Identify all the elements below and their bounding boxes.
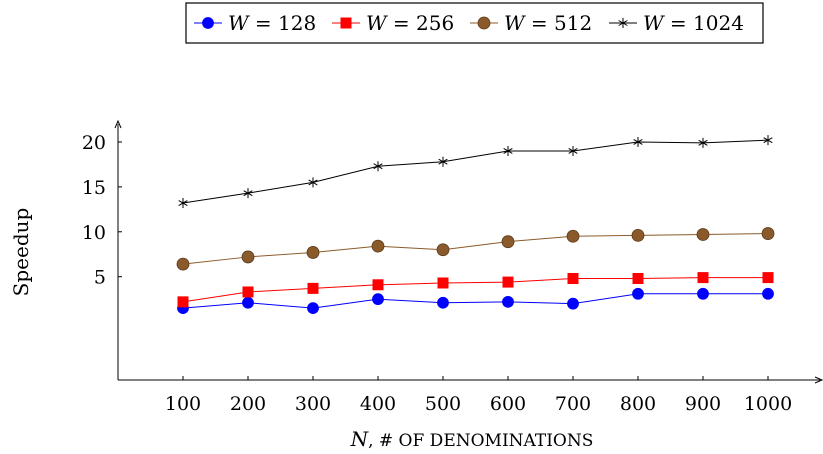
- legend-label-var: W: [643, 11, 665, 35]
- data-point: [501, 235, 515, 249]
- y-tick-label: 15: [82, 177, 106, 199]
- data-point: [437, 277, 449, 289]
- y-tick-label: 10: [82, 222, 106, 244]
- x-tick-label: 700: [555, 393, 591, 415]
- legend-label-value: = 512: [525, 11, 593, 35]
- data-point: [176, 257, 190, 271]
- x-axis-label-rest: , # OF DENOMINATIONS: [368, 431, 593, 451]
- data-point: [437, 296, 449, 309]
- series-line: [182, 277, 768, 303]
- legend-label-var: W: [366, 11, 388, 35]
- data-point: [241, 250, 255, 264]
- data-point: [373, 161, 383, 172]
- y-tick-label: 5: [94, 267, 106, 289]
- data-point: [438, 156, 448, 167]
- legend-entry: W = 128: [194, 11, 316, 35]
- ticks: 5 10 15 20 100 200 300 400 500 600 700 800 900 1000: [82, 132, 792, 415]
- legend-label-value: = 1024: [664, 11, 744, 35]
- series-3: [178, 135, 773, 209]
- data-point: [568, 145, 578, 156]
- x-axis-arrow: [814, 376, 823, 384]
- x-tick-label: 1000: [744, 393, 792, 415]
- data-point: [762, 287, 774, 300]
- data-point: [763, 135, 773, 146]
- y-axis-arrow: [114, 119, 122, 129]
- data-point: [307, 282, 319, 294]
- data-point: [696, 228, 710, 241]
- data-point: [243, 188, 253, 199]
- data-point: [436, 243, 450, 257]
- data-point: [697, 287, 709, 300]
- data-point: [307, 302, 319, 315]
- legend-label: W = 1024: [643, 11, 744, 35]
- y-axis-label: Speedup: [9, 208, 33, 297]
- legend-entry: W = 256: [332, 11, 454, 35]
- data-point: [242, 296, 254, 309]
- data-point: [633, 136, 643, 147]
- data-point: [762, 272, 774, 284]
- legend-label-value: = 128: [249, 11, 317, 35]
- data-point: [567, 272, 579, 284]
- series-layer: [176, 135, 775, 315]
- series-line: [182, 139, 769, 204]
- legend-marker: [340, 17, 352, 29]
- data-point: [178, 198, 188, 209]
- data-point: [308, 177, 318, 188]
- data-point: [371, 239, 385, 253]
- y-tick-label: 20: [82, 132, 106, 154]
- data-point: [242, 286, 254, 298]
- x-tick-label: 300: [295, 393, 331, 415]
- data-point: [761, 227, 775, 240]
- data-point: [567, 297, 579, 310]
- legend-marker: [618, 18, 628, 28]
- data-point: [502, 276, 514, 288]
- data-point: [502, 295, 514, 308]
- x-tick-label: 100: [165, 393, 201, 415]
- legend: W = 128 W = 256 W = 512 W = 1024: [185, 2, 764, 44]
- legend-label-value: = 256: [387, 11, 455, 35]
- data-point: [372, 279, 384, 291]
- data-point: [177, 296, 189, 308]
- x-tick-label: 900: [685, 393, 721, 415]
- x-axis-label-var: N: [350, 427, 370, 451]
- x-tick-label: 500: [425, 393, 461, 415]
- data-point: [306, 246, 320, 259]
- legend-label: W = 512: [504, 11, 592, 35]
- x-tick-label: 600: [490, 393, 526, 415]
- x-tick-label: 800: [620, 393, 656, 415]
- legend-label-var: W: [504, 11, 526, 35]
- legend-marker: [477, 16, 491, 30]
- data-point: [631, 228, 645, 242]
- series-2: [176, 227, 775, 271]
- data-point: [372, 293, 384, 306]
- data-point: [632, 272, 644, 284]
- data-point: [698, 137, 708, 148]
- x-tick-label: 400: [360, 393, 396, 415]
- legend-label: W = 256: [366, 11, 454, 35]
- legend-entry: W = 512: [470, 11, 592, 35]
- data-point: [697, 272, 709, 284]
- axes: [114, 119, 823, 384]
- legend-label-var: W: [228, 11, 250, 35]
- series-line: [182, 233, 769, 265]
- data-point: [632, 287, 644, 300]
- series-0: [177, 287, 774, 315]
- series-line: [182, 293, 768, 309]
- series-1: [177, 272, 774, 308]
- x-axis-label: N, # OF DENOMINATIONS: [350, 427, 594, 451]
- legend-label: W = 128: [228, 11, 316, 35]
- x-tick-label: 200: [230, 393, 266, 415]
- legend-entry: W = 1024: [609, 11, 744, 35]
- data-point: [566, 229, 580, 243]
- legend-marker: [202, 17, 214, 29]
- data-point: [503, 145, 513, 156]
